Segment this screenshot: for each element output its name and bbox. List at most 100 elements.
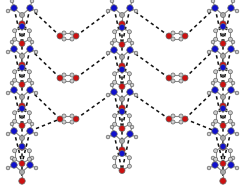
- Circle shape: [106, 135, 110, 139]
- Circle shape: [171, 79, 175, 83]
- Circle shape: [166, 116, 172, 122]
- Circle shape: [207, 166, 211, 170]
- Circle shape: [113, 80, 117, 84]
- Circle shape: [211, 81, 215, 85]
- Circle shape: [231, 81, 235, 85]
- Circle shape: [119, 105, 125, 111]
- Circle shape: [214, 149, 218, 153]
- Circle shape: [6, 132, 10, 136]
- Circle shape: [207, 91, 211, 95]
- Circle shape: [231, 156, 235, 160]
- Circle shape: [166, 75, 172, 81]
- Circle shape: [220, 81, 226, 88]
- Circle shape: [119, 67, 125, 73]
- Circle shape: [110, 125, 114, 129]
- Circle shape: [6, 9, 10, 13]
- Circle shape: [20, 53, 25, 59]
- Circle shape: [13, 119, 17, 123]
- Circle shape: [220, 23, 226, 29]
- Circle shape: [70, 73, 74, 77]
- Circle shape: [110, 83, 114, 87]
- Circle shape: [220, 178, 226, 184]
- Circle shape: [6, 91, 10, 95]
- Circle shape: [120, 139, 124, 143]
- Circle shape: [228, 29, 232, 33]
- Circle shape: [228, 162, 234, 168]
- Circle shape: [211, 40, 215, 44]
- Circle shape: [228, 157, 232, 161]
- Circle shape: [134, 9, 138, 13]
- Circle shape: [113, 114, 117, 118]
- Circle shape: [57, 116, 63, 122]
- Circle shape: [228, 5, 234, 11]
- Circle shape: [212, 46, 218, 52]
- Circle shape: [111, 89, 117, 95]
- Circle shape: [212, 5, 218, 11]
- Circle shape: [19, 81, 25, 88]
- Circle shape: [13, 157, 17, 161]
- Circle shape: [113, 30, 117, 34]
- Circle shape: [119, 21, 125, 27]
- Circle shape: [179, 114, 183, 118]
- Circle shape: [19, 62, 25, 68]
- Circle shape: [127, 131, 133, 137]
- Circle shape: [13, 29, 17, 33]
- Circle shape: [220, 160, 226, 167]
- Circle shape: [70, 37, 74, 41]
- Circle shape: [62, 73, 66, 77]
- Circle shape: [11, 162, 17, 168]
- Circle shape: [127, 89, 133, 95]
- Circle shape: [220, 144, 226, 150]
- Circle shape: [119, 147, 125, 153]
- Circle shape: [20, 94, 25, 99]
- Circle shape: [11, 87, 17, 93]
- Circle shape: [19, 23, 25, 29]
- Circle shape: [57, 75, 63, 81]
- Circle shape: [13, 111, 17, 115]
- Circle shape: [10, 40, 14, 44]
- Circle shape: [19, 40, 25, 46]
- Circle shape: [34, 9, 38, 13]
- Circle shape: [130, 125, 134, 129]
- Circle shape: [130, 41, 134, 45]
- Circle shape: [211, 0, 215, 3]
- Circle shape: [19, 178, 25, 184]
- Circle shape: [20, 170, 25, 174]
- Circle shape: [30, 156, 34, 160]
- Circle shape: [13, 37, 17, 41]
- Circle shape: [228, 119, 232, 123]
- Circle shape: [19, 105, 25, 112]
- Circle shape: [27, 157, 31, 161]
- Circle shape: [179, 120, 183, 124]
- Circle shape: [171, 120, 175, 124]
- Circle shape: [106, 51, 110, 55]
- Circle shape: [207, 132, 211, 136]
- Circle shape: [127, 156, 131, 160]
- Circle shape: [20, 136, 25, 140]
- Circle shape: [19, 160, 25, 167]
- Circle shape: [113, 122, 117, 126]
- Circle shape: [10, 156, 14, 160]
- Circle shape: [228, 70, 232, 74]
- Circle shape: [228, 46, 234, 52]
- Circle shape: [182, 75, 188, 81]
- Circle shape: [73, 75, 79, 81]
- Circle shape: [70, 114, 74, 118]
- Circle shape: [10, 81, 14, 85]
- Circle shape: [171, 37, 175, 41]
- Circle shape: [19, 143, 25, 149]
- Circle shape: [119, 125, 125, 132]
- Circle shape: [220, 143, 226, 149]
- Circle shape: [220, 62, 226, 68]
- Circle shape: [27, 149, 31, 153]
- Circle shape: [19, 103, 25, 109]
- Circle shape: [111, 5, 117, 11]
- Circle shape: [212, 87, 218, 93]
- Circle shape: [231, 40, 235, 44]
- Circle shape: [70, 120, 74, 124]
- Circle shape: [119, 84, 125, 90]
- Circle shape: [119, 42, 125, 47]
- Circle shape: [212, 162, 218, 168]
- Circle shape: [182, 116, 188, 122]
- Circle shape: [30, 0, 34, 3]
